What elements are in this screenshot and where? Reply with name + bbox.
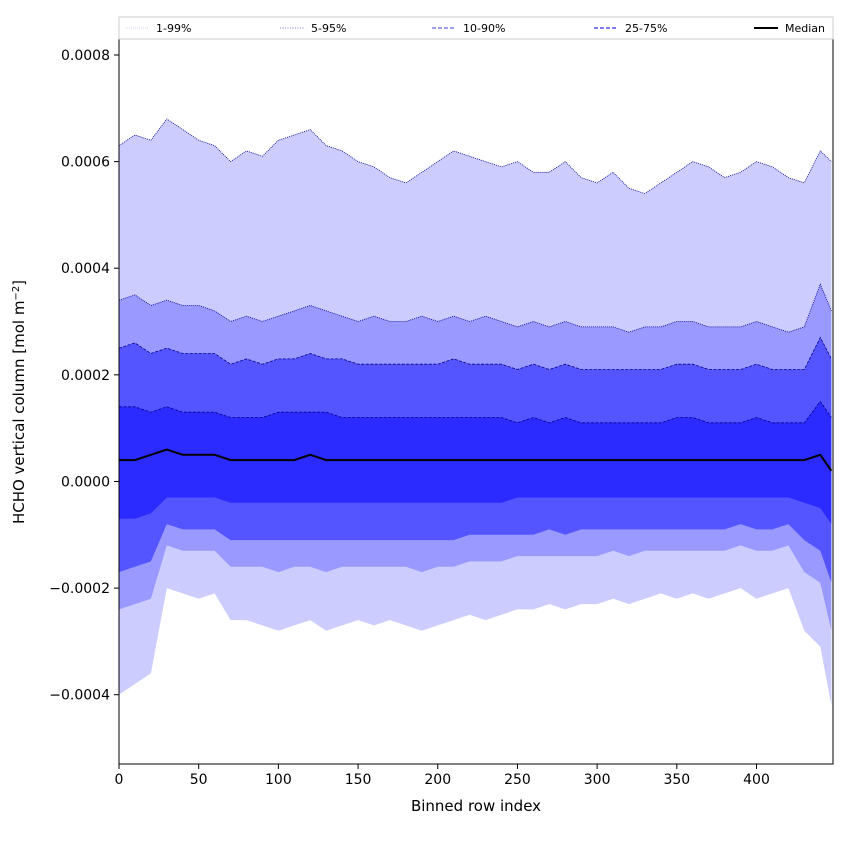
y-tick-label: 0.0002 xyxy=(61,368,110,384)
x-tick-label: 0 xyxy=(115,772,124,788)
y-axis: −0.0004 −0.0002 0.0000 0.0002 0.0004 0.0006 0.… xyxy=(49,48,119,704)
x-tick-label: 400 xyxy=(743,772,770,788)
median-line xyxy=(119,448,833,472)
upper-line-5-95 xyxy=(118,283,832,333)
band-25-75 xyxy=(119,401,832,525)
legend: 1-99% 5-95% 10-90% 25-75% Median xyxy=(118,16,834,40)
y-axis-label-main: HCHO vertical column [mol m xyxy=(10,301,28,524)
x-tick-label: 250 xyxy=(504,772,531,788)
y-tick-label: −0.0002 xyxy=(49,581,110,597)
legend-label: Median xyxy=(785,22,825,35)
legend-label: 25-75% xyxy=(625,22,667,35)
y-axis-label-close: ] xyxy=(10,280,28,286)
lines-layer xyxy=(118,118,833,472)
y-tick-label: 0.0004 xyxy=(61,261,110,277)
x-tick-label: 350 xyxy=(663,772,690,788)
y-tick-label: 0.0008 xyxy=(61,48,110,64)
y-axis-label-sup: −2 xyxy=(11,286,22,301)
upper-line-25-75 xyxy=(119,400,832,424)
y-axis-label: HCHO vertical column [mol m−2] xyxy=(10,280,28,524)
x-tick-label: 100 xyxy=(265,772,292,788)
y-tick-label: −0.0004 xyxy=(49,688,110,704)
x-tick-label: 200 xyxy=(424,772,451,788)
x-tick-label: 50 xyxy=(190,772,208,788)
x-tick-label: 300 xyxy=(584,772,611,788)
legend-box xyxy=(118,16,834,40)
y-tick-label: 0.0006 xyxy=(61,155,110,171)
upper-line-1-99 xyxy=(118,118,832,195)
x-axis: 0 50 100 150 200 250 300 350 400 xyxy=(115,764,770,788)
x-tick-label: 150 xyxy=(345,772,372,788)
x-axis-label: Binned row index xyxy=(411,797,541,815)
upper-line-10-90 xyxy=(118,336,832,370)
y-tick-label: 0.0000 xyxy=(61,474,110,490)
legend-label: 10-90% xyxy=(463,22,505,35)
legend-label: 5-95% xyxy=(311,22,346,35)
legend-label: 1-99% xyxy=(156,22,191,35)
